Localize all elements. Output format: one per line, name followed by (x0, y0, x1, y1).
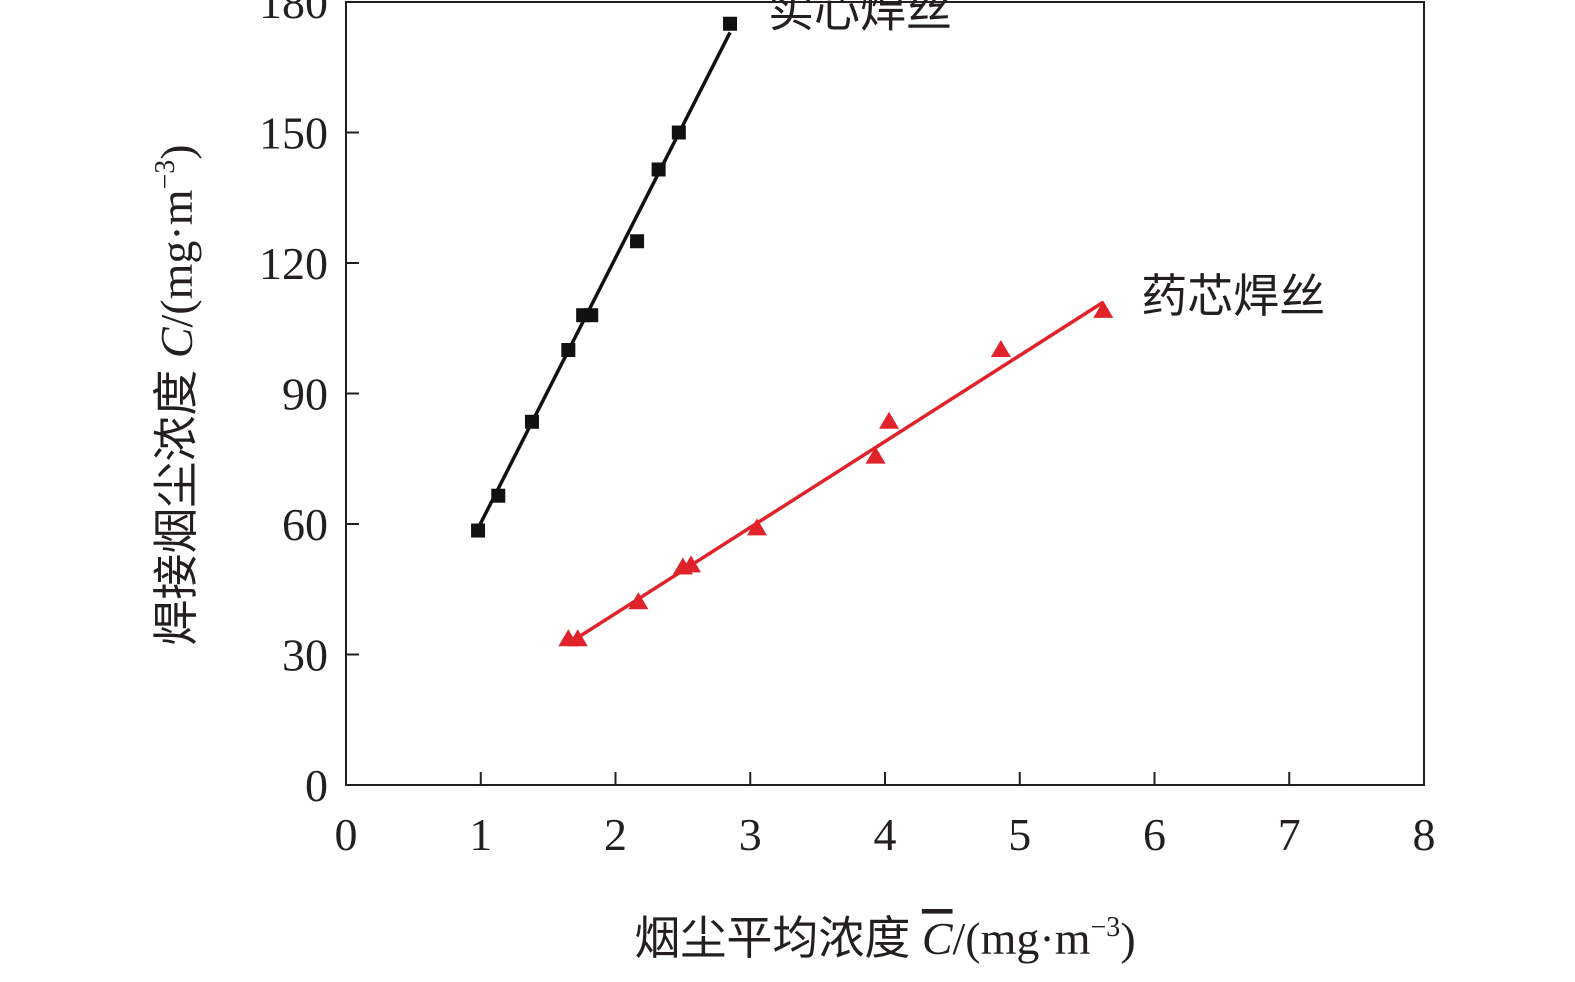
y-axis-title: 焊接烟尘浓度 C/(mg·m−3) (150, 144, 202, 645)
x-tick-label: 5 (1008, 809, 1031, 860)
x-tick-label: 0 (335, 809, 358, 860)
data-point-square (561, 343, 576, 357)
x-axis-title-units: /(mg·m (953, 913, 1091, 964)
data-point-square (471, 523, 486, 538)
x-axis-ticks: 0 1 2 3 4 5 6 7 8 (335, 772, 1436, 860)
x-tick-label: 6 (1143, 809, 1166, 860)
y-tick-label: 120 (259, 238, 328, 289)
y-axis-title-symbol: C (151, 326, 202, 358)
y-tick-label: 30 (282, 630, 328, 681)
y-axis-title-units: /(mg·m (151, 189, 202, 327)
data-point-square (524, 414, 539, 429)
y-axis-title-prefix: 焊接烟尘浓度 (151, 358, 202, 646)
data-point-triangle (567, 629, 588, 647)
data-point-triangle (746, 518, 767, 536)
x-tick-label: 3 (739, 809, 762, 860)
fit-line-series-1 (476, 31, 732, 530)
data-point-triangle (865, 446, 886, 464)
x-tick-label: 7 (1278, 809, 1301, 860)
data-point-triangle (1093, 300, 1114, 318)
data-point-square (651, 162, 666, 177)
x-tick-label: 2 (604, 809, 627, 860)
x-axis-title-exponent: −3 (1091, 912, 1121, 943)
series-label-2: 药芯焊丝 (1141, 271, 1325, 322)
y-tick-label: 90 (282, 369, 328, 420)
series-label-1: 实心焊丝 (768, 0, 952, 36)
data-point-triangle (680, 555, 701, 573)
data-markers (471, 16, 1114, 647)
x-tick-label: 8 (1413, 809, 1436, 860)
data-point-square (630, 234, 645, 249)
plot-border (345, 1, 1425, 786)
x-axis-title-prefix: 烟尘平均浓度 (634, 913, 922, 964)
y-axis-ticks: 0 30 60 90 120 150 180 (259, 0, 359, 811)
data-point-square (671, 125, 686, 140)
data-point-square (723, 16, 738, 31)
data-point-square (491, 488, 506, 503)
data-point-triangle (990, 340, 1011, 357)
y-tick-label: 150 (259, 108, 328, 159)
y-axis-title-close: ) (151, 144, 202, 159)
x-axis-title-close: ) (1120, 913, 1135, 964)
plot-frame (345, 1, 1425, 786)
x-axis-title-symbol: C (922, 913, 954, 964)
y-tick-label: 180 (259, 0, 328, 28)
fit-lines (476, 31, 1105, 641)
y-tick-label: 0 (305, 760, 328, 811)
y-tick-label: 60 (282, 499, 328, 550)
y-axis-title-exponent: −3 (150, 160, 181, 190)
data-point-square (584, 308, 599, 323)
data-point-triangle (628, 592, 649, 610)
x-tick-label: 1 (469, 809, 492, 860)
x-axis-title: 烟尘平均浓度 C/(mg·m−3) (634, 912, 1135, 964)
fit-line-series-2 (574, 300, 1105, 641)
data-point-triangle (879, 411, 900, 429)
x-tick-label: 4 (874, 809, 897, 860)
